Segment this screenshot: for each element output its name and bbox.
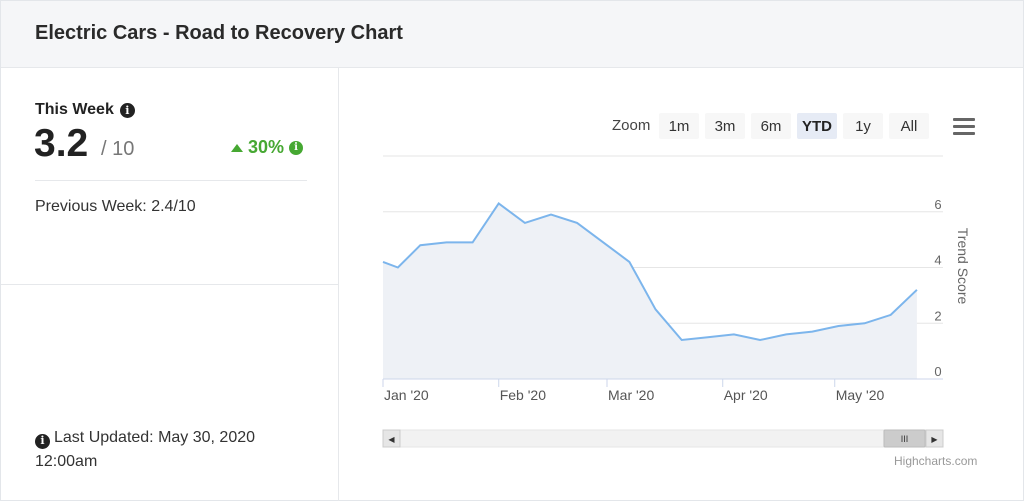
zoom-ytd-button[interactable]: YTD — [797, 113, 837, 139]
score-max: / 10 — [101, 138, 135, 160]
grid-lines — [383, 155, 943, 324]
scroll-right-arrow-icon: ▶ — [931, 435, 938, 444]
updated-info-icon: i — [35, 433, 50, 449]
x-tick-label: Apr '20 — [724, 387, 768, 403]
y-tick-label: 6 — [934, 197, 941, 212]
highcharts-credit[interactable]: Highcharts.com — [894, 454, 978, 468]
arrow-up-icon — [231, 143, 243, 152]
scrollbar-track[interactable] — [382, 429, 944, 448]
series-area — [383, 203, 917, 379]
hamburger-menu-icon[interactable] — [953, 118, 975, 136]
stats-panel: This Week i 3.2 / 10 30% i Previous Week… — [1, 68, 339, 501]
change-indicator: 30% i — [231, 137, 304, 158]
x-tick-label: Feb '20 — [500, 387, 546, 403]
info-icon[interactable]: i — [119, 102, 135, 118]
current-score: 3.2 — [34, 122, 89, 165]
previous-week: Previous Week: 2.4/10 — [35, 198, 196, 215]
y-tick-label: 4 — [934, 253, 941, 268]
scroll-left-arrow-icon: ◀ — [388, 435, 395, 444]
page-title: Electric Cars - Road to Recovery Chart — [35, 22, 403, 44]
zoom-3m-button[interactable]: 3m — [705, 113, 745, 139]
series-line — [382, 201, 918, 342]
x-tick-label: Mar '20 — [608, 387, 654, 403]
y-tick-label: 0 — [934, 364, 941, 379]
scroll-right-button[interactable] — [925, 429, 944, 448]
change-info-icon[interactable]: i — [289, 140, 304, 155]
this-week-heading: This Week i — [35, 101, 135, 119]
y-axis-label: Trend Score — [955, 228, 971, 305]
divider — [1, 284, 338, 285]
scrollbar-grip-icon: III — [901, 434, 909, 444]
change-value: 30% — [248, 137, 285, 157]
x-tick-label: Jan '20 — [384, 387, 429, 403]
scroll-left-button[interactable] — [382, 429, 401, 448]
x-ticks: Jan '20 Feb '20 Mar '20 Apr '20 May '20 — [382, 379, 885, 403]
last-updated: i Last Updated: May 30, 2020 12:00am — [35, 426, 255, 474]
y-ticks: 0 2 4 6 — [934, 197, 941, 379]
y-tick-label: 2 — [934, 308, 941, 323]
last-updated-date: Last Updated: May 30, 2020 — [54, 429, 256, 446]
zoom-label: Zoom — [612, 117, 651, 134]
x-tick-label: May '20 — [836, 387, 885, 403]
scrollbar-thumb[interactable] — [883, 429, 926, 448]
this-week-label: This Week — [35, 101, 114, 118]
last-updated-time: 12:00am — [35, 453, 98, 470]
zoom-all-button[interactable]: All — [889, 113, 929, 139]
zoom-1y-button[interactable]: 1y — [843, 113, 883, 139]
card-header: Electric Cars - Road to Recovery Chart — [1, 1, 1023, 68]
divider — [35, 180, 307, 181]
zoom-1m-button[interactable]: 1m — [659, 113, 699, 139]
zoom-6m-button[interactable]: 6m — [751, 113, 791, 139]
